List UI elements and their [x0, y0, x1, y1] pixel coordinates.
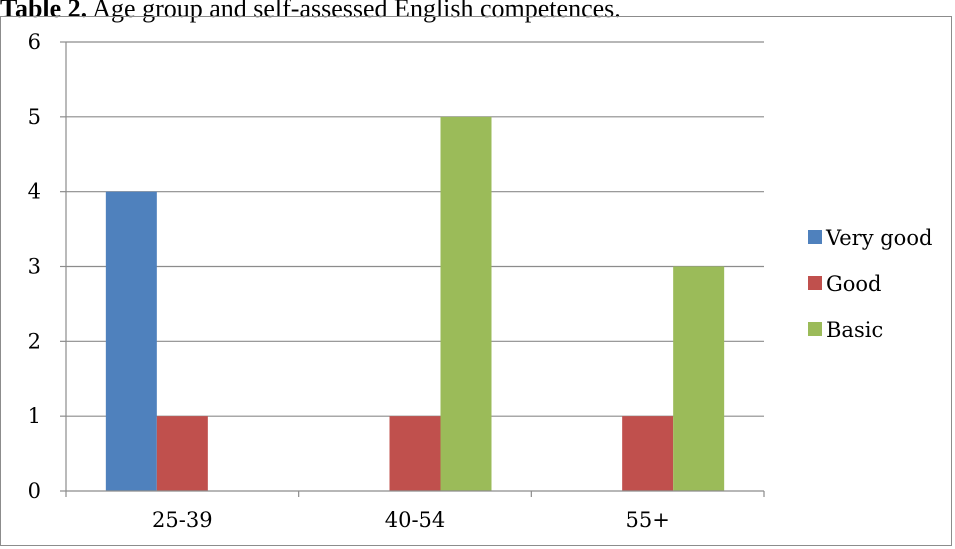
y-tick-label: 5 [28, 105, 41, 129]
x-tick-label: 40-54 [385, 508, 446, 532]
bar-basic [440, 116, 492, 491]
legend-label: Basic [826, 318, 883, 342]
bar-good [389, 416, 441, 491]
legend-swatch [808, 322, 822, 336]
y-tick-label: 2 [28, 329, 41, 353]
y-tick-label: 1 [28, 404, 41, 428]
bar-good [156, 416, 208, 491]
legend-label: Good [826, 272, 882, 296]
caption-text: Age group and self-assessed English comp… [87, 0, 621, 23]
caption-label: Table 2. [0, 0, 88, 23]
chart-frame [0, 16, 952, 546]
bar-very-good [105, 191, 157, 491]
y-tick-label: 3 [28, 255, 41, 279]
bar-good [622, 416, 674, 491]
bar-basic [673, 266, 725, 491]
legend-swatch [808, 230, 822, 244]
bars [105, 116, 725, 491]
x-tick-label: 55+ [626, 508, 670, 532]
y-tick-label: 4 [28, 180, 41, 204]
legend: Very good Good Basic [808, 226, 932, 342]
legend-label: Very good [825, 226, 932, 250]
y-tick-label: 0 [28, 479, 41, 503]
gridlines [66, 41, 764, 417]
chart-caption: Table 2. Age group and self-assessed Eng… [0, 0, 621, 24]
x-tick-label: 25-39 [152, 508, 213, 532]
axes: 0 1 2 3 4 5 6 25-39 40-54 55+ [28, 30, 765, 532]
legend-swatch [808, 276, 822, 290]
y-tick-label: 6 [28, 30, 41, 54]
